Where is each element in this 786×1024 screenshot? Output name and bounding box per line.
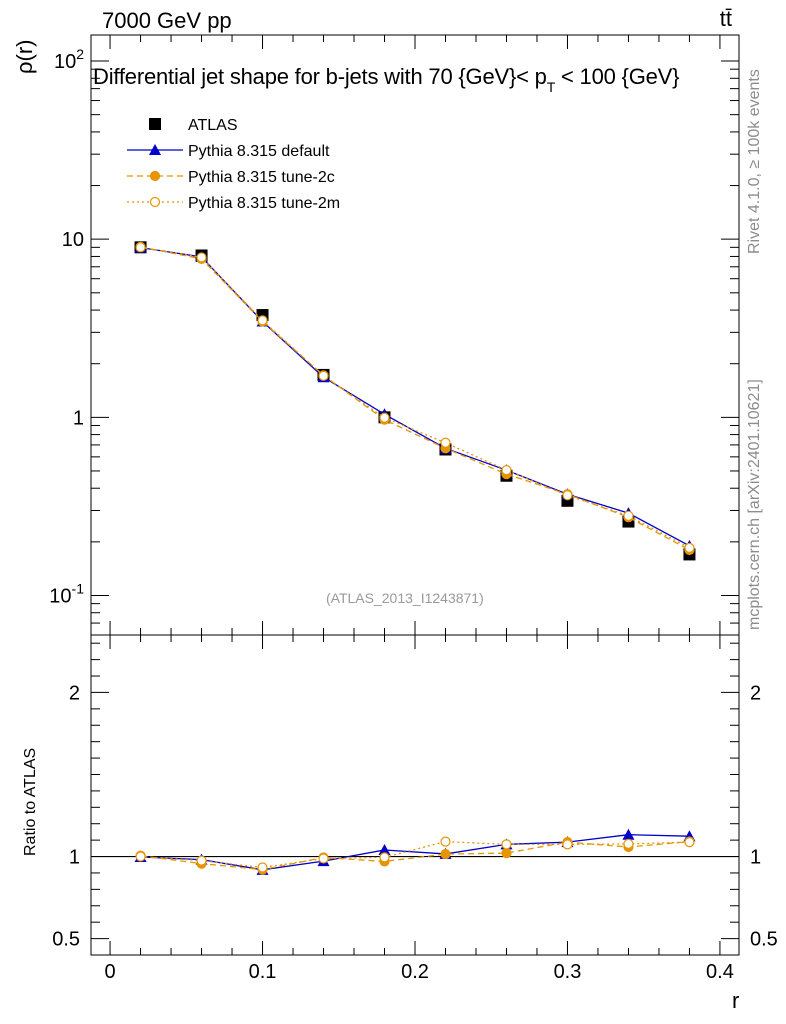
ratio-1-point xyxy=(378,843,391,855)
x-tick-label: 0.2 xyxy=(401,961,429,983)
series-line-3 xyxy=(140,246,690,549)
legend-label: Pythia 8.315 default xyxy=(188,143,330,160)
ratio-3-point xyxy=(623,838,634,850)
x-axis-title: r xyxy=(732,988,740,1013)
ratio-3-point xyxy=(379,852,390,863)
ratio-y-tick-label: 1 xyxy=(69,847,80,869)
ratio-y-tick-label-right: 2 xyxy=(750,682,761,704)
series-3-point xyxy=(135,242,146,253)
ratio-marks xyxy=(134,828,696,875)
series-3-point xyxy=(623,510,634,521)
ratio-axis-label: Ratio to ATLAS xyxy=(22,747,39,856)
ratio-1-point xyxy=(622,828,635,840)
legend-marker-atlas xyxy=(149,118,161,130)
ratio-3-point xyxy=(562,839,573,850)
ratio-axis-title: Ratio to ATLAS xyxy=(22,748,40,856)
series-3-point xyxy=(196,252,207,263)
ratio-frame xyxy=(90,634,740,956)
series-3-point xyxy=(379,412,390,423)
y-tick-label: 1 xyxy=(73,407,84,429)
ratio-3-point xyxy=(135,851,146,862)
ratio-2-point xyxy=(440,848,451,860)
ratio-y-tick-label-right: 0.5 xyxy=(750,929,778,951)
series-3-point xyxy=(684,542,695,553)
axes: 0 0.1 0.2 0.3 0.4 10-1 1 10 102 0.5 0.5 1 1 2 2 xyxy=(49,35,778,983)
ratio-3-point xyxy=(318,853,329,864)
legend-marker-1 xyxy=(149,144,161,155)
legend-marker-3 xyxy=(149,196,161,208)
analysis-tag: (ATLAS_2013_I1243871) xyxy=(326,590,484,606)
x-tick-label: 0 xyxy=(104,961,115,983)
series-3-point xyxy=(318,370,329,381)
ratio-3-point xyxy=(501,839,512,850)
ratio-y-tick-label: 0.5 xyxy=(52,929,80,951)
y-axis-title: ρ(r) xyxy=(12,40,38,75)
x-tick-label: 0.3 xyxy=(554,961,582,983)
legend-label: Pythia 8.315 tune-2c xyxy=(188,169,335,186)
x-tick-label: 0.1 xyxy=(249,961,277,983)
series-line-2 xyxy=(140,246,690,551)
chart-marks xyxy=(134,241,696,561)
mcplots-label: mcplots.cern.ch [arXiv:2401.10621] xyxy=(746,379,763,630)
legend-marker-2 xyxy=(149,170,161,182)
x-tick-label: 0.4 xyxy=(706,961,734,983)
ratio-3-point xyxy=(257,862,268,873)
series-3-point xyxy=(257,315,268,326)
series-3-point xyxy=(562,490,573,501)
y-tick-label: 10 xyxy=(62,229,84,251)
legend-label: Pythia 8.315 tune-2m xyxy=(188,195,340,212)
process-label: tt̄ xyxy=(719,6,732,31)
ratio-3-point xyxy=(196,855,207,866)
y-tick-label: 10-1 xyxy=(49,580,84,607)
energy-label: 7000 GeV pp xyxy=(102,8,232,33)
ratio-y-tick-label: 2 xyxy=(69,682,80,704)
legend: ATLAS Pythia 8.315 default Pythia 8.315 tu… xyxy=(127,117,340,212)
rivet-label: Rivet 4.1.0, ≥ 100k events xyxy=(746,69,763,254)
ratio-y-tick-label-right: 1 xyxy=(750,847,761,869)
y-tick-label: 102 xyxy=(54,46,84,73)
chart-title: Differential jet shape for b-jets with 7… xyxy=(93,64,680,95)
series-3-point xyxy=(501,465,512,476)
series-line-1 xyxy=(140,246,690,547)
ratio-3-point xyxy=(440,836,451,847)
series-3-point xyxy=(440,437,451,448)
ratio-line-2 xyxy=(140,840,690,871)
ratio-3-point xyxy=(684,836,695,848)
y-axis-label: ρ(r) xyxy=(12,39,37,75)
ratio-line-3 xyxy=(140,840,690,869)
ratio-line-1 xyxy=(140,834,690,871)
ratio-2-point xyxy=(501,847,512,859)
legend-label: ATLAS xyxy=(188,117,238,134)
